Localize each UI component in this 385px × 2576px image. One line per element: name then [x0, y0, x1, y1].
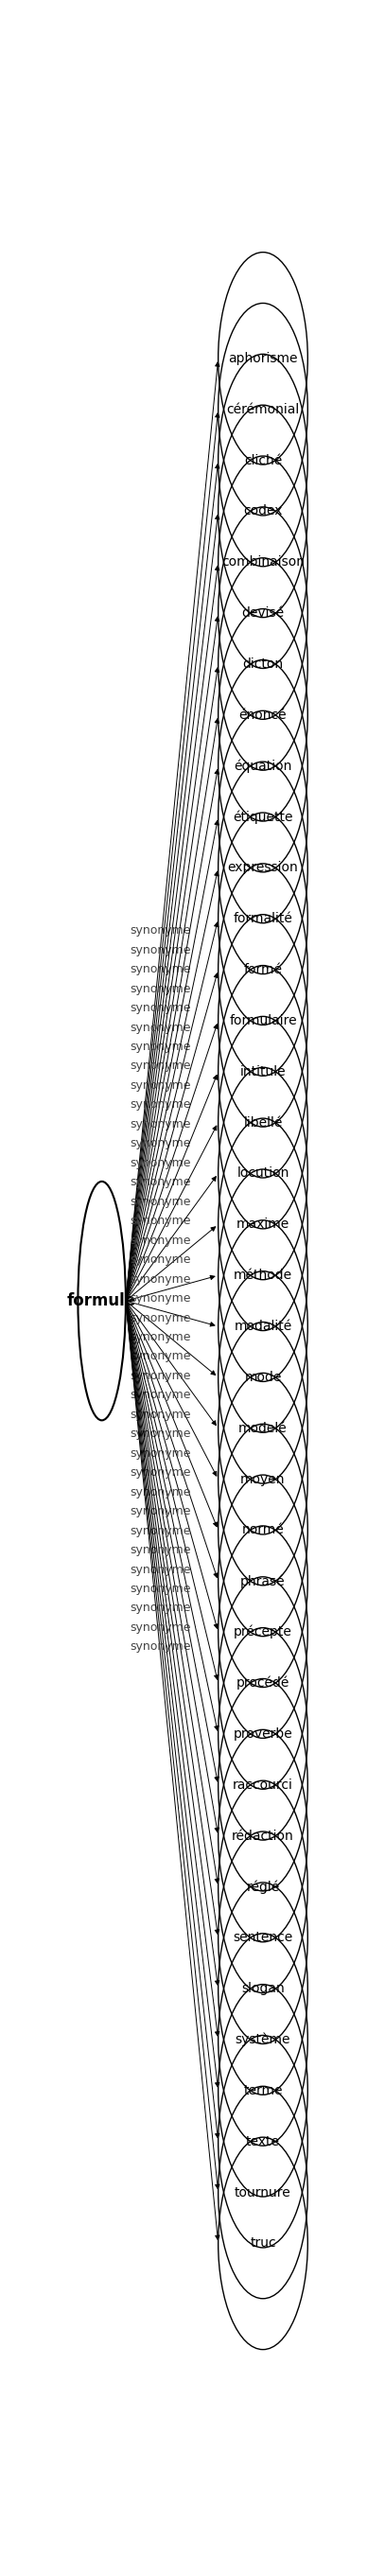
- Text: expression: expression: [228, 860, 298, 873]
- Text: synonyme: synonyme: [131, 1486, 191, 1499]
- Text: synonyme: synonyme: [131, 1157, 191, 1170]
- Text: synonyme: synonyme: [131, 1543, 191, 1556]
- Text: formule: formule: [67, 1293, 136, 1309]
- Text: raccourci: raccourci: [233, 1777, 293, 1790]
- Text: codex: codex: [243, 505, 283, 518]
- Text: réglé: réglé: [246, 1880, 280, 1893]
- Text: synonyme: synonyme: [131, 1620, 191, 1633]
- Text: synonyme: synonyme: [131, 1427, 191, 1440]
- Text: synonyme: synonyme: [131, 1602, 191, 1615]
- Text: synonyme: synonyme: [131, 1139, 191, 1149]
- Text: synonyme: synonyme: [131, 1564, 191, 1577]
- Text: synonyme: synonyme: [131, 1311, 191, 1324]
- Text: slogan: slogan: [241, 1981, 285, 1996]
- Text: synonyme: synonyme: [131, 981, 191, 994]
- Text: synonyme: synonyme: [131, 1370, 191, 1383]
- Text: synonyme: synonyme: [131, 1255, 191, 1265]
- Text: synonyme: synonyme: [131, 1388, 191, 1401]
- Text: synonyme: synonyme: [131, 1273, 191, 1285]
- Text: synonyme: synonyme: [131, 1332, 191, 1342]
- Text: synonyme: synonyme: [131, 1582, 191, 1595]
- Text: phrasé: phrasé: [240, 1574, 286, 1587]
- Text: normé: normé: [242, 1522, 284, 1538]
- Text: sentence: sentence: [233, 1932, 293, 1945]
- Text: synonyme: synonyme: [131, 1041, 191, 1054]
- Text: procédé: procédé: [236, 1677, 290, 1690]
- Text: synonyme: synonyme: [131, 1641, 191, 1654]
- Text: précepte: précepte: [234, 1625, 292, 1638]
- Text: synonyme: synonyme: [131, 1059, 191, 1072]
- Text: mode: mode: [244, 1370, 281, 1383]
- Text: texte: texte: [246, 2136, 280, 2148]
- Text: synonyme: synonyme: [131, 1525, 191, 1538]
- Text: formulaire: formulaire: [229, 1015, 297, 1028]
- Text: modelé: modelé: [238, 1422, 288, 1435]
- Text: équation: équation: [234, 760, 292, 773]
- Text: truc: truc: [250, 2236, 276, 2249]
- Text: synonyme: synonyme: [131, 925, 191, 938]
- Text: synonyme: synonyme: [131, 943, 191, 956]
- Text: synonyme: synonyme: [131, 1195, 191, 1208]
- Text: synonyme: synonyme: [131, 1118, 191, 1131]
- Text: terme: terme: [243, 2084, 283, 2097]
- Text: synonyme: synonyme: [131, 1448, 191, 1461]
- Text: formalité: formalité: [233, 912, 293, 925]
- Text: dicton: dicton: [243, 657, 283, 670]
- Text: méthode: méthode: [234, 1270, 292, 1283]
- Text: aphorisme: aphorisme: [228, 353, 298, 366]
- Text: synonyme: synonyme: [131, 963, 191, 976]
- Text: cérémonial: cérémonial: [226, 402, 300, 415]
- Text: tournure: tournure: [235, 2187, 291, 2200]
- Text: synonyme: synonyme: [131, 1100, 191, 1110]
- Text: synonyme: synonyme: [131, 1293, 191, 1303]
- Text: synonyme: synonyme: [131, 1177, 191, 1188]
- Text: synonyme: synonyme: [131, 1504, 191, 1517]
- Text: devisé: devisé: [242, 605, 284, 621]
- Text: locution: locution: [237, 1167, 289, 1180]
- Text: synonyme: synonyme: [131, 1409, 191, 1422]
- Text: étiquette: étiquette: [233, 809, 293, 824]
- Text: formé: formé: [244, 963, 282, 976]
- Text: énoncé: énoncé: [239, 708, 287, 721]
- Text: synonyme: synonyme: [131, 1020, 191, 1033]
- Text: synonyme: synonyme: [131, 1466, 191, 1479]
- Text: maxime: maxime: [236, 1218, 290, 1231]
- Text: libellé: libellé: [243, 1115, 283, 1128]
- Text: synonyme: synonyme: [131, 1234, 191, 1247]
- Text: synonyme: synonyme: [131, 1079, 191, 1092]
- Text: moyen: moyen: [241, 1473, 285, 1486]
- Text: modalité: modalité: [234, 1319, 292, 1332]
- Text: rédaction: rédaction: [232, 1829, 294, 1842]
- Text: intitulé: intitulé: [240, 1064, 286, 1079]
- Text: proverbe: proverbe: [233, 1728, 293, 1741]
- Text: cliché: cliché: [244, 453, 282, 466]
- Text: système: système: [235, 2032, 291, 2045]
- Text: combinaison: combinaison: [221, 556, 305, 569]
- Text: synonyme: synonyme: [131, 1002, 191, 1015]
- Text: synonyme: synonyme: [131, 1350, 191, 1363]
- Text: synonyme: synonyme: [131, 1216, 191, 1226]
